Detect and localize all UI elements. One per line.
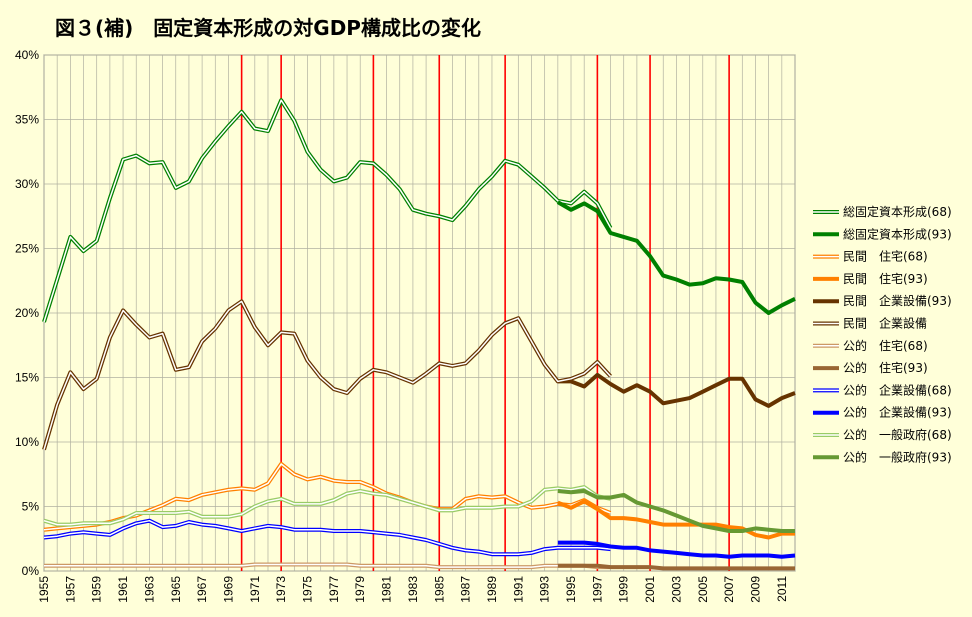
series-民間 住宅(93)	[557, 499, 795, 540]
x-tick-label: 1965	[169, 576, 183, 603]
legend-label: 民間 企業設備	[843, 316, 927, 331]
series-公的 住宅(68)	[44, 562, 611, 570]
legend-label: 公的 住宅(68)	[843, 338, 928, 353]
legend-item: 民間 住宅(68)	[813, 249, 928, 264]
legend-label: 民間 企業設備(93)	[843, 293, 952, 308]
series-line	[557, 489, 795, 533]
legend-item: 公的 一般政府(93)	[813, 449, 952, 464]
series-民間 企業設備	[42, 299, 612, 451]
legend-label: 総固定資本形成(93)	[843, 226, 952, 241]
legend-label: 公的 一般政府(93)	[843, 449, 952, 464]
legend-item: 民間 企業設備(93)	[813, 293, 952, 308]
y-tick-label: 15%	[15, 371, 39, 385]
x-tick-label: 1983	[406, 576, 420, 603]
series-line	[557, 563, 795, 571]
series-line	[556, 200, 796, 315]
y-tick-label: 20%	[15, 306, 39, 320]
x-tick-label: 1979	[353, 576, 367, 603]
series-公的 企業設備(68)	[43, 518, 611, 557]
x-tick-label: 2005	[696, 576, 710, 603]
y-tick-label: 10%	[15, 435, 39, 449]
x-tick-label: 1977	[327, 576, 341, 603]
series-公的 一般政府(68)	[43, 485, 611, 527]
x-tick-label: 1955	[37, 576, 51, 603]
x-tick-label: 1975	[301, 576, 315, 603]
x-tick-label: 1989	[485, 576, 499, 603]
legend-item: 公的 住宅(68)	[813, 338, 928, 353]
series-公的 企業設備(93)	[557, 540, 796, 559]
legend-label: 民間 住宅(68)	[843, 249, 928, 264]
legend-label: 公的 住宅(93)	[843, 360, 928, 375]
y-tick-label: 40%	[15, 48, 39, 62]
legend: 総固定資本形成(68) 総固定資本形成(93) 民間 住宅(68) 民間 住宅(93)…	[813, 204, 952, 464]
legend-item: 民間 住宅(93)	[813, 271, 928, 286]
x-tick-label: 1957	[63, 576, 77, 603]
y-tick-label: 5%	[22, 500, 40, 514]
legend-item: 総固定資本形成(93)	[813, 226, 952, 241]
x-tick-label: 1973	[274, 576, 288, 603]
series-line-inner	[43, 300, 612, 450]
series-line	[557, 540, 796, 559]
legend-label: 公的 企業設備(68)	[843, 382, 952, 397]
x-tick-label: 1967	[195, 576, 209, 603]
x-tick-label: 1985	[432, 576, 446, 603]
x-tick-label: 1963	[142, 576, 156, 603]
x-tick-label: 2011	[775, 576, 789, 602]
legend-item: 公的 企業設備(68)	[813, 382, 952, 397]
legend-item: 民間 企業設備	[813, 316, 927, 331]
x-tick-label: 1993	[538, 576, 552, 603]
series-line	[557, 499, 795, 540]
series-line-inner	[44, 563, 611, 568]
series-line-inner	[43, 519, 611, 555]
series-公的 住宅(93)	[557, 563, 795, 571]
x-tick-label: 1987	[459, 576, 473, 603]
legend-item: 総固定資本形成(68)	[813, 204, 952, 219]
x-tick-label: 2009	[748, 576, 762, 603]
y-tick-label: 35%	[15, 113, 39, 127]
chart-title: 図３(補) 固定資本形成の対GDP構成比の変化	[55, 16, 481, 40]
legend-label: 公的 企業設備(93)	[843, 405, 952, 420]
x-tick-label: 1981	[380, 576, 394, 603]
x-tick-label: 2001	[643, 576, 657, 603]
legend-label: 民間 住宅(93)	[843, 271, 928, 286]
legend-item: 公的 企業設備(93)	[813, 405, 952, 420]
series-line	[557, 372, 796, 408]
series-公的 一般政府(93)	[557, 489, 795, 533]
series-line-inner	[43, 486, 611, 526]
y-tick-label: 25%	[15, 242, 39, 256]
y-tick-label: 0%	[22, 564, 40, 578]
x-tick-label: 1991	[511, 576, 525, 603]
x-tick-label: 1969	[221, 576, 235, 603]
axes: 0% 5% 10% 15% 20% 25% 30% 35% 40% 1955 1957 1959 196…	[15, 48, 789, 603]
x-tick-label: 2003	[669, 576, 683, 603]
x-tick-label: 1997	[590, 576, 604, 603]
series-line-inner	[43, 99, 612, 323]
x-tick-label: 1961	[116, 576, 130, 603]
x-tick-label: 1999	[617, 576, 631, 603]
series-総固定資本形成(93)	[556, 200, 796, 315]
x-tick-label: 1995	[564, 576, 578, 603]
x-tick-label: 1959	[90, 576, 104, 603]
legend-label: 総固定資本形成(68)	[843, 204, 952, 219]
series-lines	[42, 98, 796, 571]
x-tick-label: 1971	[248, 576, 262, 603]
legend-item: 公的 一般政府(68)	[813, 427, 952, 442]
legend-label: 公的 一般政府(68)	[843, 427, 952, 442]
series-民間 企業設備(93)	[557, 372, 796, 408]
y-tick-label: 30%	[15, 177, 39, 191]
x-tick-label: 2007	[722, 576, 736, 603]
series-総固定資本形成(68)	[42, 98, 613, 323]
legend-item: 公的 住宅(93)	[813, 360, 928, 375]
